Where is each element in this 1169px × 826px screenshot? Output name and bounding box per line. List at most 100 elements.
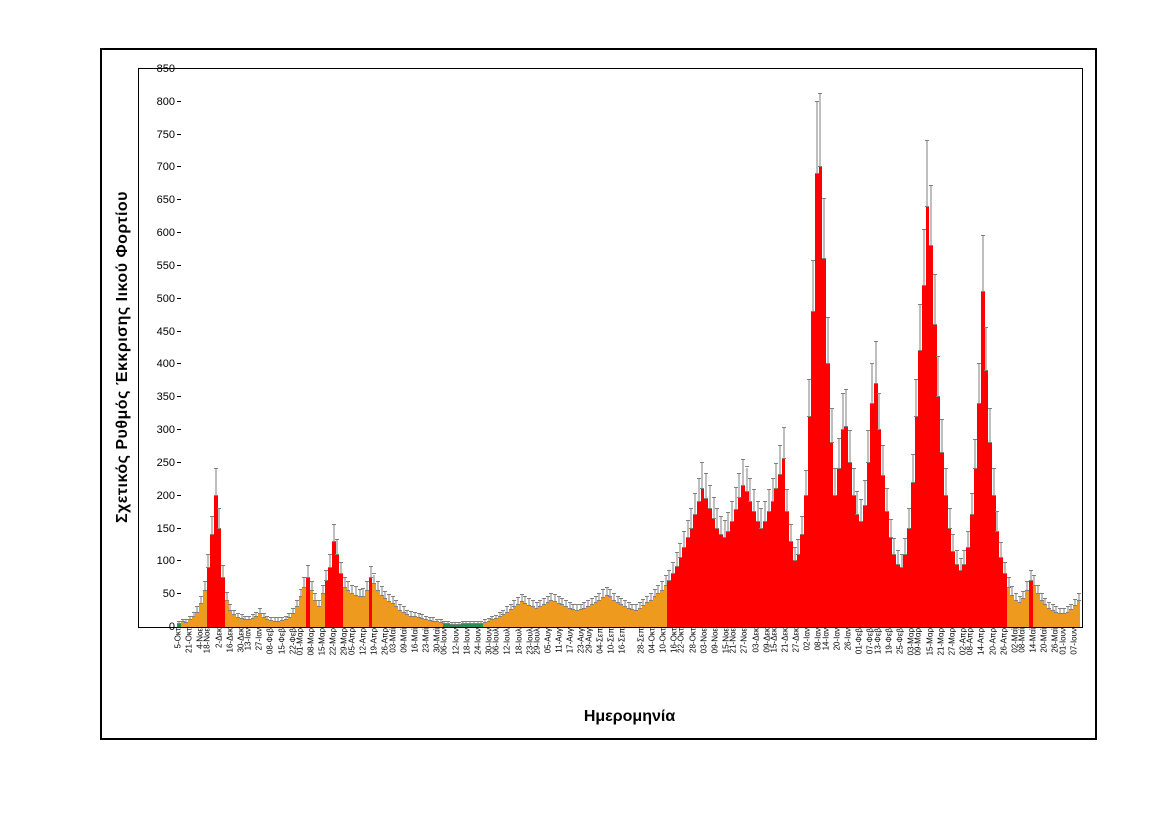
y-tick-label: 800 [157, 96, 175, 108]
error-bar [827, 318, 828, 364]
error-bar [842, 394, 843, 430]
error-bar [875, 342, 876, 384]
error-bar [219, 509, 220, 529]
y-tick-label: 350 [157, 391, 175, 403]
y-tick-label: 50 [163, 588, 175, 600]
y-tick-label: 550 [157, 260, 175, 272]
y-tick-label: 150 [157, 523, 175, 535]
error-bar [687, 521, 688, 539]
bar-slot [1077, 69, 1081, 627]
error-bar [979, 364, 980, 403]
error-bar [894, 539, 895, 555]
error-bar [731, 502, 732, 522]
error-bar [783, 428, 784, 459]
error-bar [215, 469, 216, 495]
error-bar [717, 509, 718, 529]
error-bar [993, 469, 994, 495]
error-bar [945, 469, 946, 495]
error-bar [757, 502, 758, 522]
error-bar [942, 420, 943, 453]
error-bar [916, 380, 917, 417]
error-bar [964, 551, 965, 565]
error-cap [1077, 593, 1081, 594]
y-tick-label: 100 [157, 555, 175, 567]
error-bar [967, 532, 968, 548]
error-bar [938, 357, 939, 398]
error-bar [971, 494, 972, 516]
error-bar [923, 230, 924, 286]
error-bar [838, 439, 839, 469]
bars-area [177, 69, 1082, 627]
error-bar [908, 509, 909, 529]
error-cap-lower [1077, 600, 1081, 601]
error-bar [975, 440, 976, 470]
error-bar [212, 517, 213, 535]
y-tick-label: 850 [157, 63, 175, 75]
y-tick-label: 200 [157, 490, 175, 502]
error-bar [864, 481, 865, 505]
error-bar [790, 525, 791, 542]
error-bar [746, 468, 747, 493]
y-tick-label: 750 [157, 129, 175, 141]
y-axis-title: Σχετικός Ρυθμός Έκκρισης Ιικού Φορτίου [114, 191, 132, 523]
error-bar [709, 486, 710, 509]
error-bar [728, 513, 729, 532]
x-label-slot [1080, 628, 1084, 690]
error-bar [684, 532, 685, 548]
error-bar [897, 551, 898, 565]
error-bar [872, 364, 873, 403]
error-bar [927, 141, 928, 207]
error-bar [931, 186, 932, 246]
error-bar [835, 469, 836, 495]
error-bar [772, 479, 773, 503]
error-bar [776, 464, 777, 490]
y-tick-label: 250 [157, 457, 175, 469]
x-axis-labels: 5-Οκτ21-Οκτ4-Νοε18-Νοε2-Δεκ16-Δεκ30-Δεκ1… [176, 628, 1083, 690]
error-bar [802, 517, 803, 535]
error-bar [879, 394, 880, 430]
error-bar [849, 431, 850, 463]
y-tick-label: 450 [157, 326, 175, 338]
page: Σχετικός Ρυθμός Έκκρισης Ιικού Φορτίου 0… [0, 0, 1169, 826]
error-bar [820, 94, 821, 168]
error-bar [680, 544, 681, 558]
error-bar [883, 446, 884, 476]
y-tick-label: 400 [157, 358, 175, 370]
error-bar [337, 540, 338, 555]
error-bar [861, 500, 862, 522]
error-bar [798, 540, 799, 555]
error-bar [702, 463, 703, 489]
error-bar [816, 102, 817, 174]
error-bar [990, 409, 991, 443]
x-axis-title: Ημερομηνία [176, 708, 1083, 726]
error-bar [768, 490, 769, 512]
error-bar [805, 471, 806, 496]
error-bar [890, 520, 891, 538]
plot-column: 0501001502002503003504004505005506006507… [132, 68, 1083, 726]
error-bar [750, 479, 751, 503]
error-bar [853, 469, 854, 495]
error-bar [724, 521, 725, 539]
error-bar [765, 502, 766, 522]
error-bar [912, 455, 913, 483]
error-bar [953, 535, 954, 551]
error-bar [695, 494, 696, 516]
error-bar [824, 199, 825, 259]
error-bar [809, 380, 810, 417]
error-bar [857, 492, 858, 515]
y-tick-label: 600 [157, 227, 175, 239]
error-bar [735, 488, 736, 510]
error-bar [920, 305, 921, 351]
error-bar [779, 446, 780, 474]
y-tick-label: 700 [157, 161, 175, 173]
error-bar [1001, 543, 1002, 558]
error-bar [761, 509, 762, 529]
y-tick-label: 300 [157, 424, 175, 436]
error-bar [333, 525, 334, 542]
error-bar [982, 236, 983, 292]
error-bar [905, 539, 906, 555]
error-bar [706, 474, 707, 499]
error-bar [713, 498, 714, 519]
error-bar [813, 261, 814, 312]
y-tick-label: 500 [157, 293, 175, 305]
